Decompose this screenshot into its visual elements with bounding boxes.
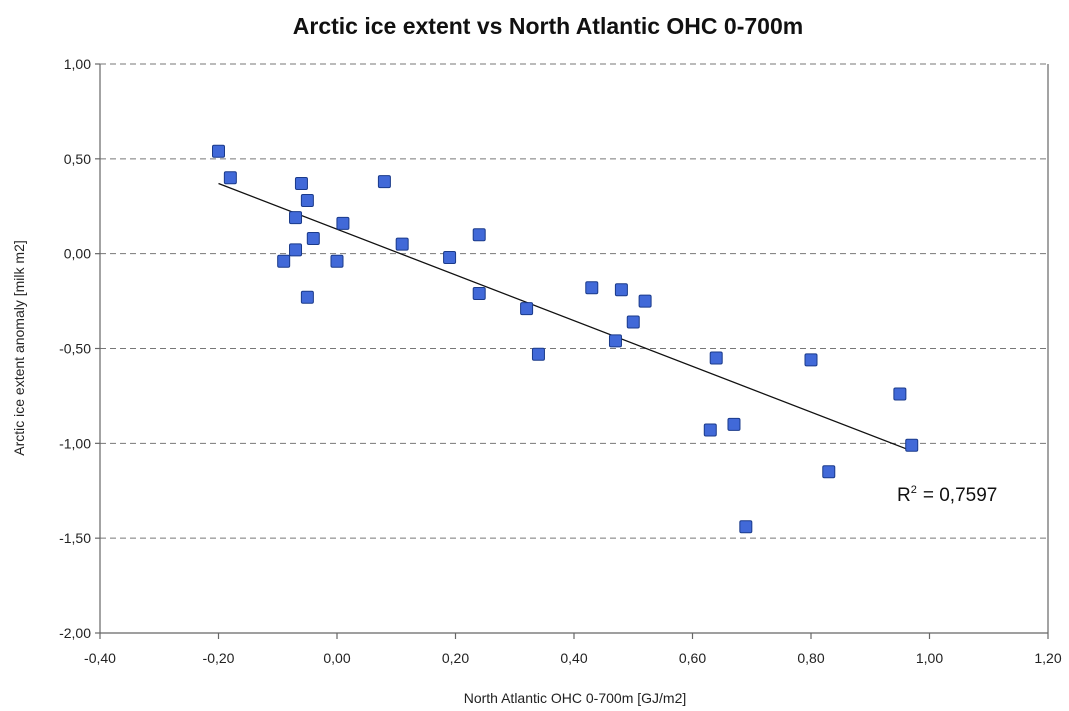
x-tick-label: -0,20 bbox=[203, 650, 235, 666]
data-point bbox=[472, 286, 486, 300]
data-point bbox=[472, 228, 486, 242]
r-squared-sup: 2 bbox=[911, 484, 917, 496]
x-tick-label: 0,00 bbox=[323, 650, 350, 666]
data-point bbox=[289, 211, 303, 225]
axes bbox=[95, 63, 1049, 639]
y-tick-labels: 1,00 0,50 0,00 -0,50 -1,00 -1,50 -2,00 bbox=[59, 56, 91, 641]
x-axis-title: North Atlantic OHC 0-700m [GJ/m2] bbox=[464, 690, 687, 706]
x-tick-label: 0,60 bbox=[679, 650, 706, 666]
data-point bbox=[614, 283, 628, 297]
data-point bbox=[638, 294, 652, 308]
data-point bbox=[905, 438, 919, 452]
chart-title: Arctic ice extent vs North Atlantic OHC … bbox=[293, 13, 803, 39]
data-point bbox=[300, 194, 314, 208]
x-tick-label: 0,80 bbox=[797, 650, 824, 666]
data-point bbox=[893, 387, 907, 401]
data-point bbox=[289, 243, 303, 257]
data-point bbox=[336, 216, 350, 230]
r-squared-r: R bbox=[897, 485, 911, 506]
data-point bbox=[703, 423, 717, 437]
data-point bbox=[585, 281, 599, 295]
x-tick-label: 1,20 bbox=[1034, 650, 1061, 666]
data-point bbox=[300, 290, 314, 304]
r-squared-value: = 0,7597 bbox=[923, 485, 998, 506]
data-point bbox=[822, 465, 836, 479]
trendline-layer bbox=[218, 182, 912, 452]
x-tick-label: 1,00 bbox=[916, 650, 943, 666]
data-point bbox=[330, 254, 344, 268]
y-tick-label: 0,50 bbox=[64, 151, 91, 167]
data-points bbox=[212, 144, 919, 534]
y-axis-title: Arctic ice extent anomaly [milk m2] bbox=[11, 240, 27, 456]
data-point bbox=[608, 334, 622, 348]
data-point bbox=[804, 353, 818, 367]
linear-trendline bbox=[218, 182, 912, 452]
x-tick-label: 0,20 bbox=[442, 650, 469, 666]
x-tick-labels: -0,40 -0,20 0,00 0,20 0,40 0,60 0,80 1,00 1,20 bbox=[84, 650, 1062, 666]
data-point bbox=[395, 237, 409, 251]
data-point bbox=[223, 171, 237, 185]
data-point bbox=[709, 351, 723, 365]
y-tick-label: 1,00 bbox=[64, 56, 91, 72]
data-point bbox=[520, 302, 534, 316]
data-point bbox=[306, 231, 320, 245]
data-point bbox=[277, 254, 291, 268]
y-tick-label: -1,00 bbox=[59, 435, 91, 451]
x-tick-label: 0,40 bbox=[560, 650, 587, 666]
y-tick-label: 0,00 bbox=[64, 246, 91, 262]
data-point bbox=[212, 144, 225, 158]
data-point bbox=[443, 250, 457, 264]
y-tick-label: -2,00 bbox=[59, 625, 91, 641]
data-point bbox=[727, 417, 741, 431]
data-point bbox=[377, 175, 391, 189]
data-point bbox=[739, 520, 753, 534]
data-point bbox=[294, 176, 308, 190]
data-point bbox=[531, 347, 545, 361]
y-tick-label: -1,50 bbox=[59, 530, 91, 546]
data-point bbox=[626, 315, 640, 329]
gridlines bbox=[100, 158, 1048, 539]
x-tick-label: -0,40 bbox=[84, 650, 116, 666]
r-squared-label: R2 = 0,7597 bbox=[897, 484, 997, 506]
y-tick-label: -0,50 bbox=[59, 341, 91, 357]
